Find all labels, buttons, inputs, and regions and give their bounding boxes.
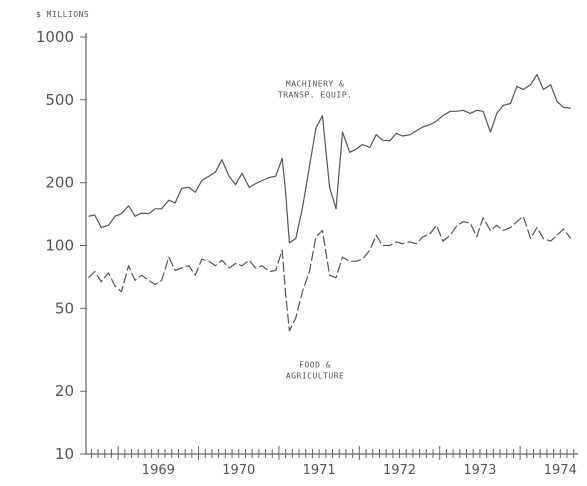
y-tick-label: 20 <box>55 382 74 400</box>
series-line-1 <box>87 215 572 332</box>
x-tick-label: 1973 <box>463 463 496 478</box>
y-tick-label: 100 <box>45 237 74 255</box>
series-label-0: TRANSP. EQUIP. <box>278 90 352 99</box>
unit-label-text: $ MILLIONS <box>36 10 89 19</box>
series-label-0: MACHINERY & <box>286 79 344 88</box>
unit-label: $ MILLIONS <box>36 10 89 19</box>
x-tick-label: 1972 <box>383 463 416 478</box>
series-line-0 <box>88 74 571 244</box>
series-label-1: FOOD & <box>299 360 331 369</box>
series-group <box>87 74 572 332</box>
y-tick-label: 10 <box>55 445 74 463</box>
y-tick-label: 1000 <box>36 28 74 46</box>
series-labels: MACHINERY & TRANSP. EQUIP. FOOD & AGRICULTU… <box>278 79 352 380</box>
x-tick-label: 1971 <box>303 463 336 478</box>
y-tick-label: 50 <box>55 299 74 317</box>
y-tick-label: 500 <box>45 91 74 109</box>
y-axis-ticks: 10 20 50 100 200 500 1000 <box>36 28 87 463</box>
y-tick-label: 200 <box>45 174 74 192</box>
axes <box>85 33 578 455</box>
x-tick-label: 1970 <box>222 463 255 478</box>
x-axis-ticks: 1969 1970 1971 1972 1973 1974 <box>90 446 577 478</box>
x-tick-label: 1969 <box>142 463 175 478</box>
x-tick-label: 1974 <box>544 463 577 478</box>
series-label-1: AGRICULTURE <box>286 371 344 380</box>
